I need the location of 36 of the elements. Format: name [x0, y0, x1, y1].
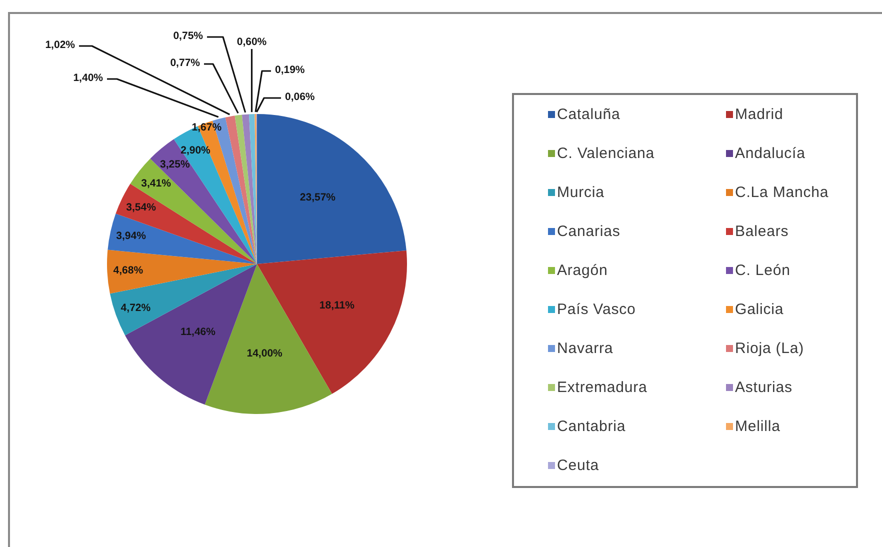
data-label: 4,72%: [120, 302, 152, 314]
legend-label: Aragón: [557, 262, 608, 279]
legend-label: Rioja (La): [735, 340, 804, 357]
legend-label: Cataluña: [557, 106, 620, 123]
data-label: 3,41%: [141, 178, 172, 190]
data-label: 0,60%: [236, 36, 268, 48]
legend-label: Extremadura: [557, 379, 648, 396]
data-label: 3,54%: [126, 201, 157, 214]
data-label: 1,02%: [45, 38, 76, 51]
data-label: 0,19%: [275, 64, 306, 76]
data-label: 23,57%: [300, 191, 336, 204]
legend-label: C.La Mancha: [735, 184, 829, 201]
legend-label: Canarias: [557, 223, 620, 240]
data-label: 0,75%: [173, 30, 204, 42]
data-label: 3,94%: [116, 230, 147, 242]
legend-label: Galicia: [735, 301, 784, 318]
legend-label: Ceuta: [557, 457, 600, 474]
legend-label: País Vasco: [557, 301, 636, 318]
legend-label: Balears: [735, 223, 789, 240]
legend-label: C. León: [735, 262, 790, 279]
data-label: 18,11%: [319, 299, 356, 312]
legend-label: Melilla: [735, 418, 780, 435]
data-label: 4,68%: [113, 264, 144, 277]
data-label: 3,25%: [160, 158, 190, 170]
legend-label: Asturias: [735, 379, 792, 396]
legend-label: Cantabria: [557, 418, 626, 435]
data-label: 11,46%: [180, 326, 216, 338]
data-label: 14,00%: [246, 348, 284, 360]
legend-label: Navarra: [557, 340, 614, 357]
legend-label: Madrid: [735, 106, 784, 123]
legend-label: C. Valenciana: [557, 145, 654, 162]
legend-label: Murcia: [557, 184, 604, 201]
data-label: 1,40%: [73, 72, 104, 84]
data-label: 0,06%: [285, 90, 316, 103]
data-label: 0,77%: [170, 56, 201, 69]
legend-label: Andalucía: [735, 145, 806, 162]
